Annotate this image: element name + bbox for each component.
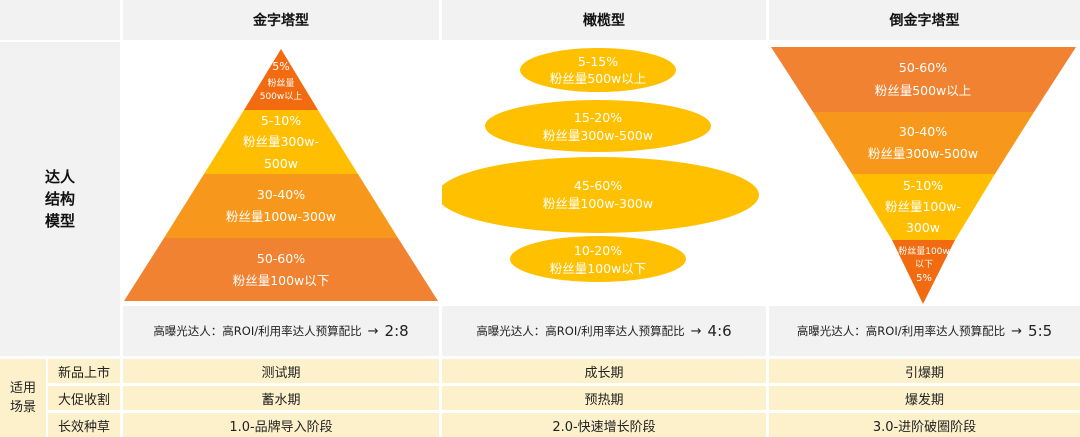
pyramid-level-1-pct: 5% — [272, 60, 289, 73]
arrow-right-icon: → — [367, 323, 379, 339]
olive-level-4-line-1: 粉丝量100w以下 — [550, 261, 647, 276]
scene-promotion-olive: 预热期 — [442, 386, 766, 410]
inverted-level-4-line-2: 以下 — [915, 260, 933, 270]
pyramid-diagram: 5% 粉丝量 500w以上 5-10% 粉丝量300w- 500w 30-40%… — [124, 49, 438, 301]
olive-level-1-pct: 5-15% — [578, 54, 618, 69]
inverted-level-4-line-1: 粉丝量100w — [898, 245, 950, 257]
ratio-cell-pyramid: 高曝光达人：高ROI/利用率达人预算配比 → 2:8 — [123, 306, 439, 356]
ratio-value: 4:6 — [707, 322, 732, 340]
inverted-level-4 — [892, 240, 955, 304]
olive-level-3 — [437, 157, 759, 233]
scene-long-term-pyramid: 1.0-品牌导入阶段 — [123, 413, 439, 437]
ratio-cell-inverted: 高曝光达人：高ROI/利用率达人预算配比 → 5:5 — [769, 306, 1080, 356]
scene-label-promotion: 大促收割 — [48, 386, 120, 410]
column-header-pyramid: 金字塔型 — [123, 0, 439, 40]
inverted-level-1-line-1: 粉丝量500w以上 — [875, 83, 972, 98]
olive-level-1-line-1: 粉丝量500w以上 — [550, 71, 647, 86]
diagram-cell-olive: 5-15% 粉丝量500w以上 15-20% 粉丝量300w-500w 45-6… — [437, 42, 766, 304]
scene-promotion-inverted: 爆发期 — [769, 386, 1080, 410]
row-label-scene: 适用 场景 — [0, 359, 46, 437]
arrow-right-icon: → — [1011, 323, 1023, 339]
inverted-level-3-pct: 5-10% — [903, 178, 943, 193]
inverted-level-3-line-1: 粉丝量100w- — [885, 199, 961, 214]
ratio-value: 5:5 — [1028, 322, 1053, 340]
olive-level-2 — [485, 100, 711, 152]
olive-level-2-pct: 15-20% — [574, 110, 622, 125]
row-label-model: 达人 结构 模型 — [0, 42, 120, 356]
ratio-text: 高曝光达人：高ROI/利用率达人预算配比 — [476, 324, 685, 338]
scene-new-product-olive: 成长期 — [442, 359, 766, 383]
pyramid-level-2 — [204, 110, 358, 174]
ratio-cell-olive: 高曝光达人：高ROI/利用率达人预算配比 → 4:6 — [442, 306, 766, 356]
olive-level-2-line-1: 粉丝量300w-500w — [543, 128, 653, 143]
diagram-cell-inverted: 50-60% 粉丝量500w以上 30-40% 粉丝量300w-500w 5-1… — [769, 42, 1080, 304]
inverted-level-2-line-1: 粉丝量300w-500w — [868, 146, 978, 161]
pyramid-level-2-pct: 5-10% — [261, 113, 301, 128]
arrow-right-icon: → — [690, 323, 702, 339]
inverted-level-1-pct: 50-60% — [899, 60, 947, 75]
scene-label-new-product: 新品上市 — [48, 359, 120, 383]
diagram-cell-pyramid: 5% 粉丝量 500w以上 5-10% 粉丝量300w- 500w 30-40%… — [123, 42, 439, 304]
pyramid-level-3-line-1: 粉丝量100w-300w — [226, 209, 336, 224]
inverted-level-3-line-2: 300w — [906, 220, 940, 235]
pyramid-level-4 — [124, 238, 438, 301]
ratio-text: 高曝光达人：高ROI/利用率达人预算配比 — [153, 324, 362, 338]
olive-level-3-pct: 45-60% — [574, 178, 622, 193]
pyramid-level-4-pct: 50-60% — [257, 251, 305, 266]
pyramid-level-4-line-1: 粉丝量100w以下 — [233, 273, 330, 288]
inverted-level-2-pct: 30-40% — [899, 124, 947, 139]
scene-label-long-term: 长效种草 — [48, 413, 120, 437]
ratio-text: 高曝光达人：高ROI/利用率达人预算配比 — [796, 324, 1006, 338]
column-header-olive: 橄榄型 — [442, 0, 766, 40]
pyramid-level-1-line-1: 粉丝量 — [267, 77, 294, 89]
inverted-level-2 — [813, 112, 1034, 174]
pyramid-level-1-line-2: 500w以上 — [260, 91, 303, 102]
scene-new-product-inverted: 引爆期 — [769, 359, 1080, 383]
pyramid-level-1 — [244, 49, 318, 110]
pyramid-level-3 — [164, 174, 398, 238]
scene-long-term-inverted: 3.0-进阶破圈阶段 — [769, 413, 1080, 437]
ratio-value: 2:8 — [384, 322, 409, 340]
pyramid-level-2-line-1: 粉丝量300w- — [243, 134, 319, 149]
scene-new-product-pyramid: 测试期 — [123, 359, 439, 383]
olive-diagram: 5-15% 粉丝量500w以上 15-20% 粉丝量300w-500w 45-6… — [437, 48, 759, 282]
pyramid-level-3-pct: 30-40% — [257, 187, 305, 202]
scene-promotion-pyramid: 蓄水期 — [123, 386, 439, 410]
inverted-pyramid-diagram: 50-60% 粉丝量500w以上 30-40% 粉丝量300w-500w 5-1… — [771, 47, 1076, 304]
olive-level-4-pct: 10-20% — [574, 243, 622, 258]
inverted-level-4-pct: 5% — [916, 273, 932, 284]
inverted-level-3 — [852, 174, 995, 240]
olive-level-3-line-1: 粉丝量100w-300w — [543, 196, 653, 211]
olive-level-1 — [520, 48, 676, 92]
scene-long-term-olive: 2.0-快速增长阶段 — [442, 413, 766, 437]
corner-cell — [0, 0, 120, 40]
column-header-inverted: 倒金字塔型 — [769, 0, 1080, 40]
pyramid-level-2-line-2: 500w — [264, 156, 298, 171]
olive-level-4 — [510, 236, 686, 282]
inverted-level-1 — [771, 47, 1076, 112]
